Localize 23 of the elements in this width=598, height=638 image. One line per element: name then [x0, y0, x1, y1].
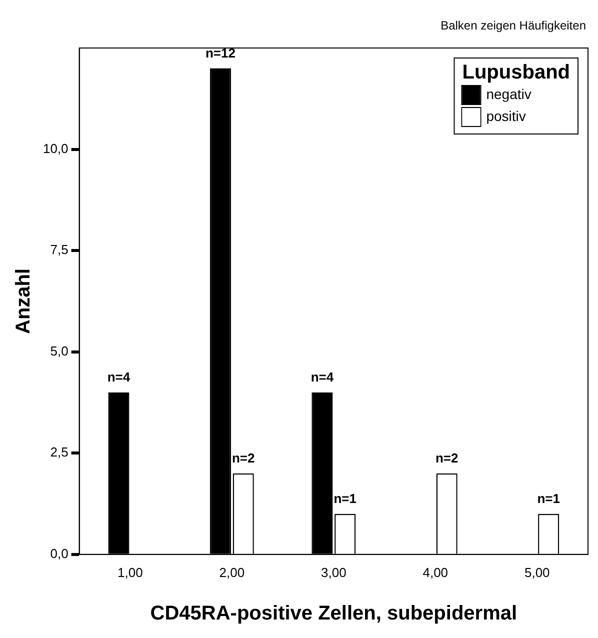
legend-label: positiv [486, 108, 526, 124]
data-label: n=2 [232, 450, 255, 466]
x-tick-label: 2,00 [219, 564, 245, 580]
y-tick-label: 5,0 [50, 343, 68, 358]
x-tick-label: 4,00 [422, 564, 448, 580]
y-axis-title: Anzahl [12, 268, 35, 334]
x-axis-title: CD45RA-positive Zellen, subepidermal [150, 602, 518, 625]
legend-title: Lupusband [462, 62, 570, 84]
y-tick-label: 0,0 [50, 546, 68, 561]
data-label: n=4 [310, 369, 334, 384]
x-tick-label: 3,00 [320, 564, 346, 580]
data-label: n=1 [537, 490, 560, 506]
text: Balken zeigen Häufigkeiten [440, 18, 586, 32]
y-tick-label: 2,5 [50, 444, 68, 460]
x-tick-label: 1,00 [118, 564, 143, 580]
y-tick-label: 7,5 [50, 242, 68, 258]
y-tick-label: 10,0 [42, 140, 68, 156]
legend-label: negativ [486, 86, 532, 102]
x-tick-label: 5,00 [524, 564, 550, 580]
data-label: n=4 [107, 369, 131, 384]
data-label: n=1 [334, 490, 356, 506]
data-label: n=2 [435, 450, 458, 466]
data-label: n=12 [205, 45, 236, 60]
